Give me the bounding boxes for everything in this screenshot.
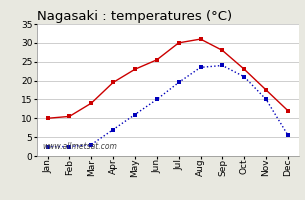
Text: www.allmetsat.com: www.allmetsat.com <box>42 142 117 151</box>
Text: Nagasaki : temperatures (°C): Nagasaki : temperatures (°C) <box>37 10 232 23</box>
